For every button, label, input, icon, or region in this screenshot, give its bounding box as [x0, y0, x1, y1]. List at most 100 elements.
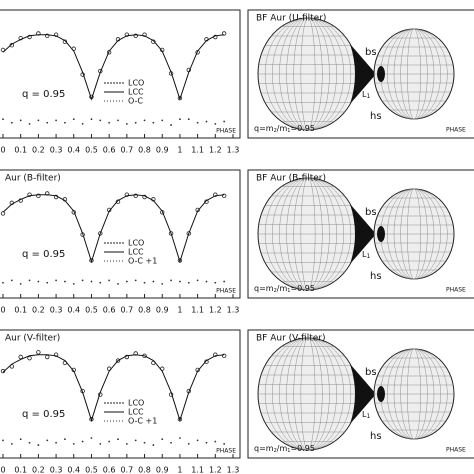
x-axis-label: PHASE — [216, 448, 236, 455]
legend-label: O-C +1 — [128, 417, 157, 426]
residual-point — [170, 124, 172, 126]
legend-label: LCC — [128, 88, 144, 97]
residual-point — [37, 280, 40, 283]
residual-point — [55, 119, 57, 122]
hot-spot — [377, 386, 385, 402]
hot-spot — [377, 66, 385, 82]
roche-model — [257, 17, 455, 131]
observed-point — [204, 359, 209, 364]
residual-point — [143, 119, 146, 122]
legend-label: LCO — [128, 79, 144, 88]
mass-ratio: q=m2/m1=0.95 — [254, 444, 315, 454]
x-axis-label: PHASE — [216, 128, 236, 135]
x-tick-label: 1.3 — [227, 146, 240, 155]
x-tick-label: 1.2 — [209, 466, 222, 474]
residual-point — [72, 118, 75, 121]
panel-title: Aur (V-filter) — [5, 334, 60, 344]
residual-point — [19, 438, 22, 441]
x-tick-label: 0.6 — [103, 466, 116, 474]
mass-ratio-part: q=m — [254, 444, 274, 453]
x-tick-label: 0.1 — [14, 466, 27, 474]
observed-point — [186, 231, 191, 236]
x-tick-label: 1 — [177, 306, 182, 315]
residual-point — [223, 443, 226, 445]
mass-ratio-part: 2 — [274, 288, 277, 294]
residual-point — [117, 119, 119, 122]
residual-point — [99, 281, 102, 284]
residual-point — [205, 280, 208, 283]
panel-title: BF Aur (B-filter) — [256, 174, 326, 184]
x-tick-label: 0.4 — [67, 146, 80, 155]
observed-point — [124, 192, 130, 197]
observed-point — [204, 199, 209, 204]
x-tick-label: 1.1 — [191, 306, 204, 315]
residual-point — [161, 283, 164, 285]
residual-point — [196, 439, 199, 442]
observed-point — [133, 33, 138, 39]
observed-point — [168, 231, 174, 236]
residual-point — [214, 123, 217, 125]
bs-label: bs — [365, 47, 377, 58]
residual-point — [223, 280, 226, 283]
roche-model — [257, 177, 455, 291]
roche-model — [257, 337, 455, 451]
lagrange-sub: 1 — [366, 253, 370, 260]
residual-point — [143, 281, 146, 284]
x-tick-label: 1.3 — [227, 466, 240, 474]
panel-frame — [247, 169, 474, 299]
residual-point — [125, 443, 128, 445]
residual-point — [46, 281, 49, 284]
dark-side — [350, 364, 376, 424]
residual-point — [196, 279, 199, 282]
residual-point — [187, 443, 190, 445]
observed-point — [45, 33, 50, 39]
residual-point — [81, 123, 84, 125]
x-tick-label: 0.5 — [85, 466, 98, 474]
observed-point — [27, 192, 32, 197]
lagrange-label: L1 — [362, 410, 370, 420]
x-tick-label: 1 — [177, 466, 182, 474]
annotation: q = 0.95 — [22, 409, 65, 420]
observed-point — [221, 353, 227, 359]
lagrange-main: L — [362, 90, 367, 99]
x-tick-label: 0.7 — [120, 146, 133, 155]
mass-ratio: q=m2/m1=0.95 — [254, 124, 315, 134]
residual-point — [10, 121, 13, 124]
panel-frame — [0, 329, 241, 459]
x-tick-label: 0 — [0, 306, 5, 315]
legend-label: O-C — [128, 97, 143, 106]
observed-point — [115, 358, 121, 363]
residual-point — [2, 118, 4, 121]
dark-side — [350, 44, 376, 104]
legend-label: O-C +1 — [128, 257, 157, 266]
panel-frame — [0, 169, 241, 299]
mass-ratio-part: q=m — [254, 284, 274, 293]
x-tick-label: 0.4 — [67, 306, 80, 315]
x-tick-label: 0.7 — [120, 306, 133, 315]
observed-point — [124, 32, 130, 37]
residual-point — [19, 119, 22, 122]
residual-point — [161, 119, 164, 122]
observed-point — [45, 354, 50, 360]
residual-point — [223, 120, 226, 123]
mass-ratio-part: =0.95 — [290, 284, 315, 293]
residual-point — [187, 118, 190, 121]
legend-label: LCO — [128, 239, 144, 248]
residual-point — [134, 279, 137, 282]
observed-point — [53, 32, 59, 37]
panel-title: BF Aur (U-filter) — [256, 14, 326, 24]
x-tick-label: 0.3 — [50, 146, 63, 155]
observed-point — [27, 355, 32, 361]
x-tick-label: 0.7 — [120, 466, 133, 474]
observed-point — [151, 39, 156, 44]
x-tick-label: 0.9 — [156, 306, 169, 315]
x-axis-label: PHASE — [446, 447, 466, 454]
observed-point — [36, 193, 41, 199]
residual-point — [205, 441, 208, 444]
mass-ratio-part: 2 — [274, 448, 277, 454]
x-tick-label: 0.4 — [67, 466, 80, 474]
lagrange-label: L1 — [362, 90, 370, 100]
residual-point — [205, 120, 208, 123]
residual-point — [214, 281, 217, 284]
